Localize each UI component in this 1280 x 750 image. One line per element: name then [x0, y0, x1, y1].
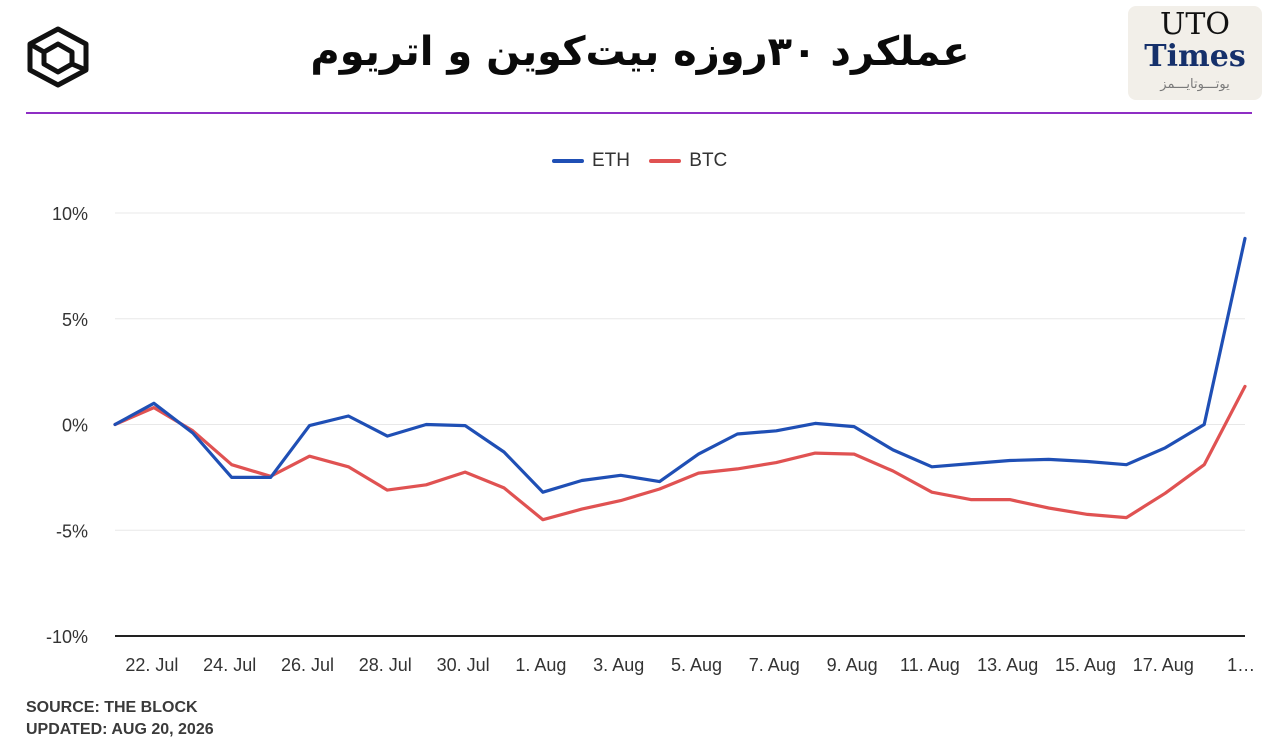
legend-item-btc[interactable]: BTC — [649, 150, 727, 172]
x-tick-label: 26. Jul — [281, 655, 334, 675]
brand-logo: UTO Times یوتـــوتایـــمز — [1128, 6, 1262, 100]
x-tick-label: 24. Jul — [203, 655, 256, 675]
y-tick-label: 10% — [52, 204, 88, 224]
footer: SOURCE: THE BLOCK UPDATED: AUG 20, 2026 — [26, 697, 214, 741]
legend-label-btc: BTC — [689, 150, 728, 171]
x-tick-label: 1… — [1227, 655, 1255, 675]
x-tick-label: 1. Aug — [515, 655, 566, 675]
y-tick-label: 5% — [62, 310, 88, 330]
brand-line-3: یوتـــوتایـــمز — [1160, 77, 1230, 92]
x-tick-label: 7. Aug — [749, 655, 800, 675]
legend-swatch-eth — [552, 159, 584, 163]
source-text: SOURCE: THE BLOCK — [26, 699, 198, 716]
updated-text: UPDATED: AUG 20, 2026 — [26, 721, 214, 738]
header-divider — [26, 112, 1252, 114]
x-tick-label: 9. Aug — [827, 655, 878, 675]
legend-swatch-btc — [649, 159, 682, 163]
y-tick-label: -5% — [56, 521, 88, 541]
x-tick-label: 13. Aug — [977, 655, 1038, 675]
page-title: عملکرد ۳۰روزه بیت‌کوین و اتریوم — [310, 29, 970, 75]
series-line-eth — [113, 236, 1247, 494]
legend-label-eth: ETH — [592, 150, 630, 171]
x-tick-label: 11. Aug — [900, 655, 960, 675]
brand-line-2: Times — [1144, 39, 1246, 74]
chart-legend: ETH BTC — [552, 150, 741, 180]
brand-line-1: UTO — [1160, 7, 1230, 42]
line-chart: 10% 5% 0% -5% -10% 22. Jul 24. Jul 26. Jul 28. J… — [46, 204, 1255, 675]
y-tick-label: 0% — [62, 416, 88, 436]
legend-item-eth[interactable]: ETH — [552, 150, 630, 172]
y-tick-label: -10% — [46, 627, 88, 647]
x-tick-label: 30. Jul — [437, 655, 490, 675]
x-tick-label: 17. Aug — [1133, 655, 1194, 675]
x-tick-label: 15. Aug — [1055, 655, 1116, 675]
x-tick-label: 3. Aug — [593, 655, 644, 675]
x-tick-label: 28. Jul — [359, 655, 412, 675]
x-tick-label: 5. Aug — [671, 655, 722, 675]
header: عملکرد ۳۰روزه بیت‌کوین و اتریوم UTO Time… — [0, 0, 1280, 114]
x-tick-label: 22. Jul — [125, 655, 178, 675]
cube-outline-icon — [27, 26, 89, 88]
series-line-btc — [113, 384, 1247, 522]
